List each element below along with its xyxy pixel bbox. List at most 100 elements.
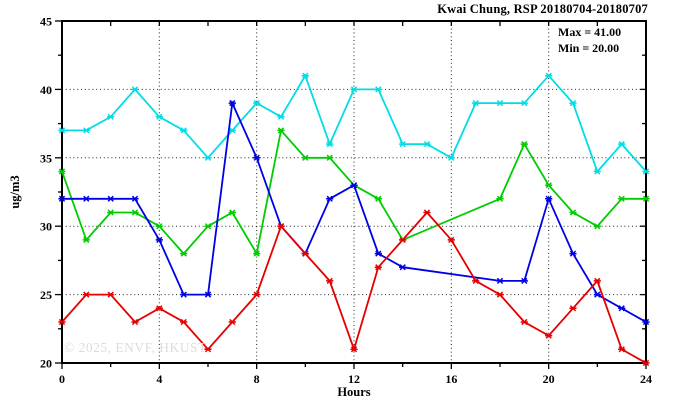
red-series-marker bbox=[326, 277, 334, 285]
red-series-marker bbox=[472, 277, 480, 285]
x-tick-label: 24 bbox=[640, 372, 652, 386]
x-tick-label: 0 bbox=[59, 372, 65, 386]
cyan-series-marker bbox=[423, 140, 431, 148]
red-series-marker bbox=[228, 318, 236, 326]
cyan-series-marker bbox=[545, 72, 553, 79]
green-series-marker bbox=[326, 154, 334, 161]
cyan-series-marker bbox=[326, 140, 334, 148]
red-series-marker bbox=[180, 318, 188, 326]
green-series-marker bbox=[301, 154, 309, 161]
blue-series-marker bbox=[545, 195, 553, 202]
red-series-marker bbox=[545, 332, 553, 339]
cyan-series-marker bbox=[204, 154, 212, 161]
blue-series-line bbox=[62, 99, 647, 323]
red-series-marker bbox=[447, 236, 455, 244]
y-tick-label: 30 bbox=[40, 220, 52, 234]
cyan-series-marker bbox=[131, 86, 139, 93]
y-tick-label: 20 bbox=[40, 357, 52, 371]
cyan-series-marker bbox=[253, 99, 261, 107]
red-series-marker bbox=[618, 346, 626, 353]
y-tick-label: 25 bbox=[40, 288, 52, 302]
green-series-marker bbox=[618, 195, 626, 202]
x-tick-label: 4 bbox=[156, 372, 162, 386]
blue-series-marker bbox=[180, 291, 188, 298]
blue-series-marker bbox=[496, 277, 504, 285]
green-series-marker bbox=[277, 127, 285, 134]
cyan-series-marker bbox=[228, 127, 236, 134]
cyan-series-marker bbox=[155, 113, 163, 120]
red-series-marker bbox=[520, 318, 528, 326]
cyan-series-marker bbox=[58, 127, 66, 134]
red-series-marker bbox=[82, 291, 90, 298]
red-series-marker bbox=[131, 318, 139, 326]
blue-series-marker bbox=[374, 250, 382, 257]
cyan-series-marker bbox=[107, 113, 115, 120]
green-series-marker bbox=[180, 250, 188, 257]
green-series-marker bbox=[569, 209, 577, 216]
cyan-series-marker bbox=[618, 140, 626, 148]
red-series-marker bbox=[350, 346, 358, 353]
green-series-marker bbox=[545, 182, 553, 189]
green-series-marker bbox=[253, 250, 261, 257]
cyan-series-marker bbox=[277, 113, 285, 120]
cyan-series-marker bbox=[374, 86, 382, 93]
legend-max-label: Max = 41.00 bbox=[558, 25, 622, 39]
y-axis-label: ug/m3 bbox=[8, 175, 22, 209]
cyan-series-marker bbox=[82, 127, 90, 134]
blue-series-marker bbox=[228, 99, 236, 107]
green-series-marker bbox=[131, 209, 139, 216]
green-series-marker bbox=[82, 236, 90, 244]
blue-series-marker bbox=[155, 236, 163, 244]
x-tick-label: 20 bbox=[543, 372, 555, 386]
red-series-marker bbox=[569, 305, 577, 312]
cyan-series-marker bbox=[399, 140, 407, 148]
red-series-marker bbox=[107, 291, 115, 298]
cyan-series-marker bbox=[642, 168, 650, 175]
y-tick-label: 45 bbox=[40, 15, 52, 29]
y-tick-label: 35 bbox=[40, 151, 52, 165]
cyan-series-marker bbox=[520, 99, 528, 107]
chart-title: Kwai Chung, RSP 20180704-20180707 bbox=[437, 2, 648, 16]
y-tick-label: 40 bbox=[40, 83, 52, 97]
red-series-marker bbox=[642, 359, 650, 367]
cyan-series-marker bbox=[350, 86, 358, 93]
blue-series-marker bbox=[520, 277, 528, 285]
blue-series-marker bbox=[131, 195, 139, 202]
green-series-marker bbox=[107, 209, 115, 216]
cyan-series-marker bbox=[472, 99, 480, 107]
green-series-marker bbox=[204, 223, 212, 230]
red-series-marker bbox=[593, 277, 601, 285]
blue-series-marker bbox=[350, 182, 358, 189]
blue-series-marker bbox=[204, 291, 212, 298]
green-series-marker bbox=[520, 140, 528, 148]
red-series-marker bbox=[58, 318, 66, 326]
red-series-marker bbox=[423, 209, 431, 216]
red-series-marker bbox=[277, 223, 285, 230]
blue-series-marker bbox=[569, 250, 577, 257]
blue-series-marker bbox=[326, 195, 334, 202]
cyan-series-marker bbox=[593, 168, 601, 175]
green-series-marker bbox=[228, 209, 236, 216]
red-series-marker bbox=[399, 236, 407, 244]
red-series-marker bbox=[155, 305, 163, 312]
x-tick-label: 12 bbox=[348, 372, 360, 386]
cyan-series-marker bbox=[496, 99, 504, 107]
blue-series-marker bbox=[253, 154, 261, 161]
red-series-marker bbox=[204, 346, 212, 353]
watermark: © 2025, ENVF, HKUST bbox=[64, 340, 207, 355]
green-series-marker bbox=[642, 195, 650, 202]
green-series-marker bbox=[155, 223, 163, 230]
blue-series-marker bbox=[82, 195, 90, 202]
x-axis-label: Hours bbox=[337, 385, 371, 399]
legend-box: Max = 41.00 Min = 20.00 bbox=[558, 24, 621, 56]
cyan-series-marker bbox=[180, 127, 188, 134]
blue-series-marker bbox=[399, 264, 407, 271]
blue-series-marker bbox=[618, 305, 626, 312]
cyan-series-marker bbox=[569, 99, 577, 107]
legend-min-label: Min = 20.00 bbox=[558, 41, 620, 55]
cyan-series-marker bbox=[301, 72, 309, 79]
red-series-marker bbox=[496, 291, 504, 298]
red-series-marker bbox=[301, 250, 309, 257]
